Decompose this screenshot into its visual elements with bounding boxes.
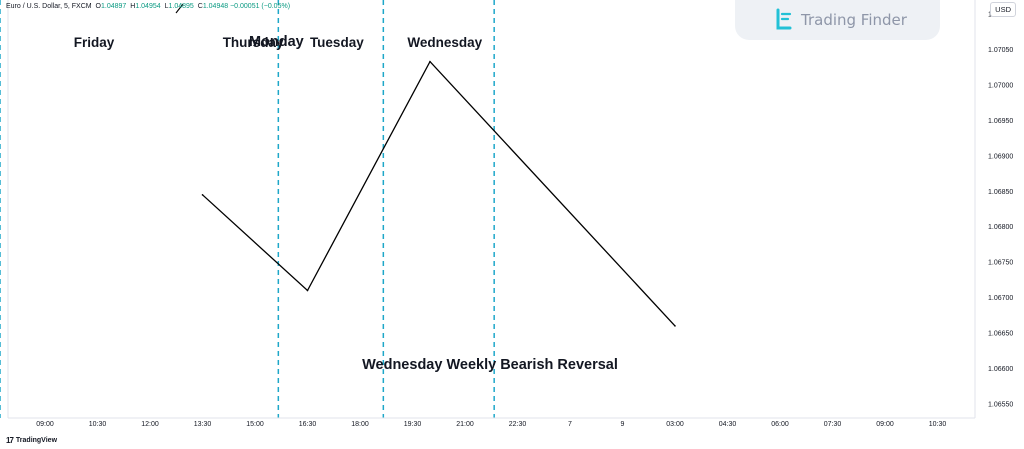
ohlc-open: O1.04897	[95, 3, 127, 10]
price-tick-label: 1.06600	[988, 366, 1013, 373]
time-tick-label: 03:00	[666, 421, 684, 428]
price-tick-label: 1.06850	[988, 189, 1013, 196]
price-point	[306, 289, 309, 292]
trading-finder-logo-icon	[776, 8, 792, 30]
symbol-name: Euro / U.S. Dollar, 5, FXCM	[6, 3, 92, 10]
day-label: Monday	[249, 34, 304, 50]
price-tick-label: 1.06800	[988, 224, 1013, 231]
price-line-stub	[175, 3, 184, 14]
time-tick-label: 18:00	[351, 421, 369, 428]
price-axis: 1.071001.070501.070001.069501.069001.068…	[974, 0, 1013, 418]
day-dividers	[0, 0, 495, 418]
price-point	[429, 60, 431, 63]
time-tick-label: 15:00	[246, 421, 264, 428]
time-tick-label: 21:00	[456, 421, 474, 428]
price-tick-label: 1.06550	[988, 401, 1013, 408]
day-labels: Monday Tuesday Wednesday Thursday Friday	[74, 34, 483, 50]
time-tick-label: 9	[621, 421, 625, 428]
brand-name: Trading Finder	[801, 11, 907, 29]
time-tick-label: 09:00	[876, 421, 894, 428]
time-tick-label: 16:30	[299, 421, 317, 428]
tradingview-logo: 17 TradingView	[6, 436, 57, 445]
time-axis: 09:00 10:30 12:00 13:30 15:00 16:30 18:00 19:30…	[7, 0, 975, 428]
price-line-group	[175, 3, 676, 327]
time-tick-label: 07:30	[824, 421, 842, 428]
ohlc-high: H1.04954	[130, 3, 161, 10]
price-tick-label: 1.07000	[988, 83, 1013, 90]
brand-watermark: Trading Finder	[735, 0, 940, 40]
time-tick-label: 22:30	[509, 421, 527, 428]
time-tick-label: 06:00	[771, 421, 789, 428]
price-tick-label: 1.06900	[988, 153, 1013, 160]
time-tick-label: 04:30	[719, 421, 737, 428]
ohlc-close: C1.04948	[197, 3, 229, 10]
time-tick-label: 10:30	[89, 421, 107, 428]
time-tick-label: 13:30	[194, 421, 212, 428]
price-tick-label: 1.07050	[988, 47, 1013, 54]
tradingview-logo-text: TradingView	[15, 437, 58, 444]
ohlc-low: L1.04895	[164, 3, 194, 10]
price-tick-label: 1.06750	[988, 260, 1013, 267]
time-tick-label: 09:00	[36, 421, 54, 428]
time-tick-label: 12:00	[141, 421, 159, 428]
price-point	[674, 325, 676, 327]
chart-title: Wednesday Weekly Bearish Reversal	[362, 357, 618, 373]
tradingview-icon: 17	[6, 436, 14, 445]
price-tick-label: 1.06950	[988, 118, 1013, 125]
symbol-legend: Euro / U.S. Dollar, 5, FXCM O1.04897 H1.…	[6, 3, 290, 10]
price-point	[201, 194, 204, 196]
day-label: Wednesday	[407, 35, 482, 50]
day-label: Friday	[74, 35, 115, 50]
price-line	[202, 60, 676, 327]
day-label: Tuesday	[310, 35, 364, 50]
day-label: Thursday	[223, 35, 284, 50]
price-tick-label: 1.06700	[988, 295, 1013, 302]
price-tick-label: 1.06650	[988, 330, 1013, 337]
time-tick-label: 19:30	[404, 421, 422, 428]
price-change: −0.00051 (−0.05%)	[230, 3, 291, 10]
time-tick-label: 10:30	[929, 421, 947, 428]
currency-button[interactable]: USD	[990, 2, 1016, 17]
time-tick-label: 7	[568, 421, 572, 428]
